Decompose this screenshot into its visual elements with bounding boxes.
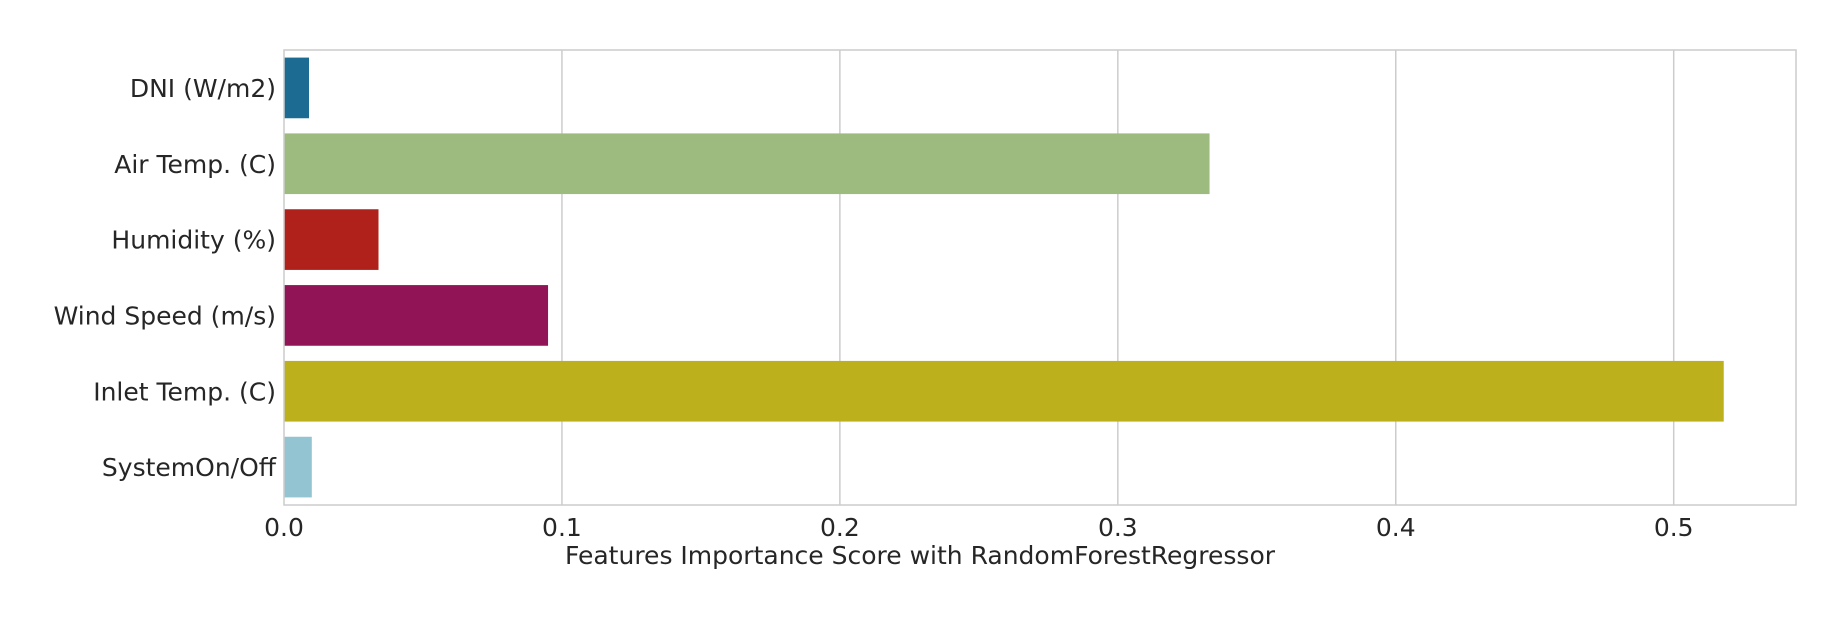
y-tick-label: SystemOn/Off <box>102 453 277 482</box>
bar <box>284 209 379 270</box>
plot-frame <box>283 49 1797 506</box>
y-tick-label: Air Temp. (C) <box>114 150 276 179</box>
x-tick-label: 0.0 <box>264 513 304 542</box>
bar <box>284 436 312 498</box>
grid-layer <box>561 50 1675 505</box>
y-tick-label: Inlet Temp. (C) <box>93 377 276 406</box>
x-tick-label: 0.2 <box>820 513 860 542</box>
bar <box>284 360 1724 422</box>
x-tick-label: 0.1 <box>542 513 582 542</box>
x-tick-label: 0.4 <box>1376 513 1416 542</box>
x-tick-label: 0.3 <box>1098 513 1138 542</box>
y-tick-label: Humidity (%) <box>111 226 276 255</box>
y-tick-label: DNI (W/m2) <box>130 74 276 103</box>
bar <box>284 285 549 346</box>
bar <box>284 57 310 119</box>
y-tick-labels: DNI (W/m2) Air Temp. (C) Humidity (%) Wind … <box>54 74 277 482</box>
bar-layer <box>284 57 1724 498</box>
x-tick-label: 0.5 <box>1654 513 1694 542</box>
y-tick-label: Wind Speed (m/s) <box>54 301 276 330</box>
x-axis-label: Features Importance Score with RandomFor… <box>565 541 1276 570</box>
x-tick-labels: 0.0 0.1 0.2 0.3 0.4 0.5 <box>264 513 1693 542</box>
bar <box>284 133 1210 195</box>
